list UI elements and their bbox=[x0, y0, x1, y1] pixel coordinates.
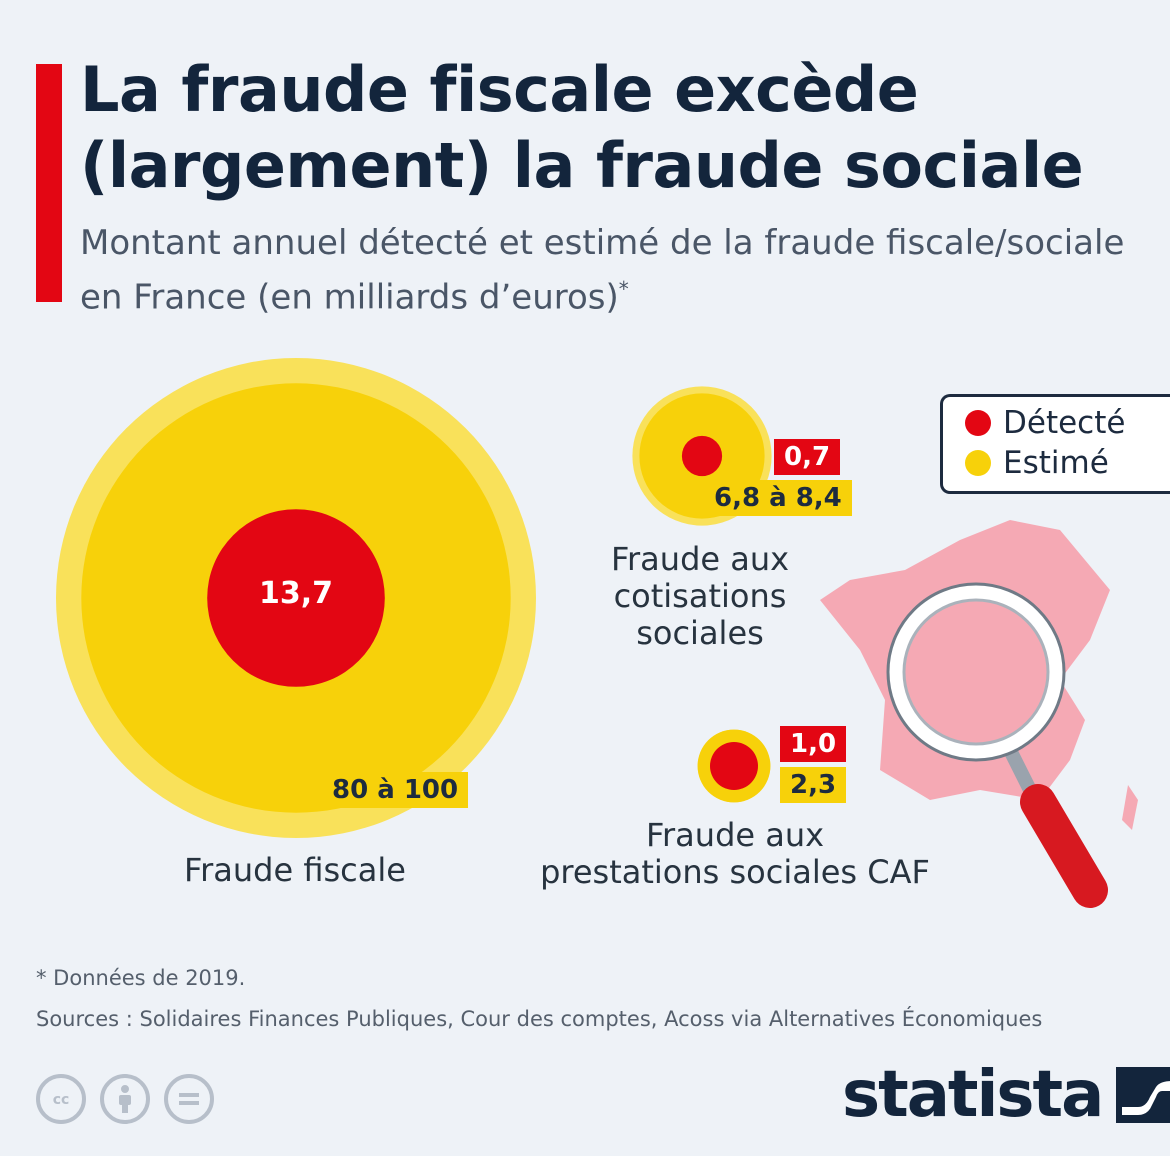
value-label-cotisations-estimated: 6,8 à 8,4 bbox=[704, 480, 852, 516]
category-label-caf: Fraude aux prestations sociales CAF bbox=[540, 816, 930, 891]
legend-swatch-estimated bbox=[965, 450, 991, 476]
license-icons: cc bbox=[36, 1074, 214, 1124]
footnote: * Données de 2019. bbox=[36, 966, 246, 990]
svg-text:cc: cc bbox=[53, 1092, 70, 1108]
value-label-caf-estimated: 2,3 bbox=[780, 767, 847, 803]
value-label-fiscale-estimated: 80 à 100 bbox=[322, 772, 469, 808]
attribution-icon bbox=[100, 1074, 150, 1124]
magnifying-glass-icon bbox=[886, 582, 1108, 908]
no-derivatives-icon bbox=[164, 1074, 214, 1124]
value-label-caf-detected: 1,0 bbox=[780, 726, 847, 762]
bubble-cotisations-detected bbox=[681, 435, 723, 477]
chart-subtitle: Montant annuel détecté et estimé de la f… bbox=[80, 223, 1125, 318]
legend: Détecté Estimé bbox=[940, 394, 1170, 494]
category-label-cotisations: Fraude aux cotisations sociales bbox=[610, 540, 790, 652]
bubble-fiscale-detected bbox=[207, 509, 385, 687]
brand-name: statista bbox=[842, 1058, 1104, 1132]
category-label-fiscale: Fraude fiscale bbox=[184, 851, 406, 889]
cc-icon: cc bbox=[36, 1074, 86, 1124]
value-label-cotisations-detected: 0,7 bbox=[774, 439, 841, 475]
legend-item-estimated: Estimé bbox=[965, 445, 1109, 481]
chart-title: La fraude fiscale excède (largement) la … bbox=[80, 53, 1084, 202]
legend-swatch-detected bbox=[965, 410, 991, 436]
statista-mark-icon bbox=[1116, 1067, 1170, 1123]
sources: Sources : Solidaires Finances Publiques,… bbox=[36, 1007, 1043, 1031]
accent-bar bbox=[36, 64, 62, 302]
statista-logo: statista bbox=[842, 1058, 1170, 1132]
bubble-caf-detected bbox=[710, 742, 758, 790]
legend-item-detected: Détecté bbox=[965, 405, 1125, 441]
value-label-fiscale-detected: 13,7 bbox=[258, 576, 334, 611]
